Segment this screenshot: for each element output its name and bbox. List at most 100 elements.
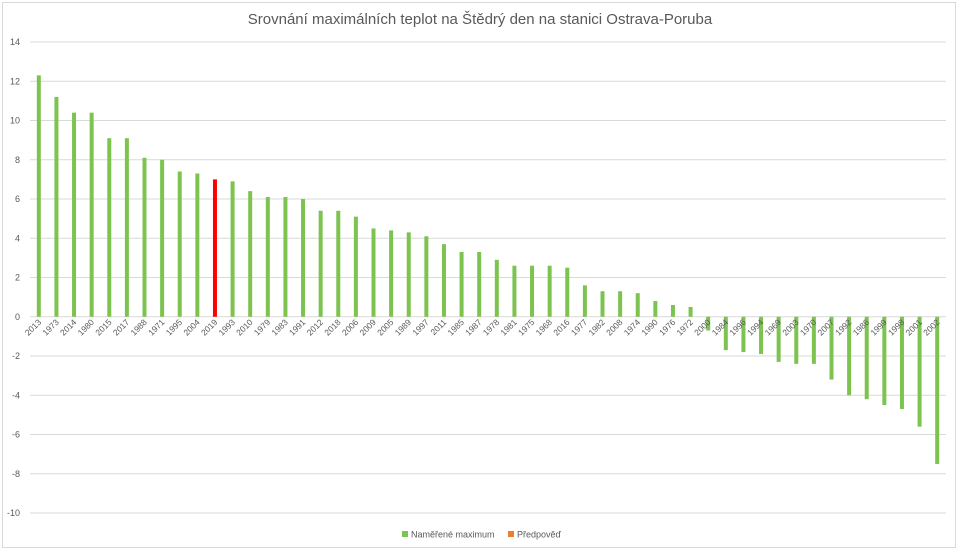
bar-measured bbox=[124, 138, 129, 317]
x-tick-label: 1979 bbox=[252, 317, 273, 338]
legend-swatch-forecast bbox=[508, 531, 514, 537]
bar-measured bbox=[89, 112, 94, 317]
y-tick-label: 12 bbox=[10, 76, 20, 86]
bar-measured bbox=[318, 210, 323, 317]
x-tick-label: 1968 bbox=[534, 317, 555, 338]
x-tick-label: 2012 bbox=[305, 317, 326, 338]
y-tick-label: -4 bbox=[12, 390, 20, 400]
x-tick-label: 2011 bbox=[428, 317, 448, 337]
x-tick-label: 2005 bbox=[375, 317, 396, 338]
x-axis-ticks: 2013197320141980201520171988197119952004… bbox=[23, 317, 942, 338]
x-tick-label: 2004 bbox=[181, 317, 202, 338]
bar-measured bbox=[882, 316, 887, 406]
bar-measured bbox=[776, 316, 781, 362]
bar-measured bbox=[72, 112, 77, 317]
bar-measured bbox=[899, 316, 904, 409]
bar-measured bbox=[811, 316, 816, 364]
y-tick-label: 4 bbox=[15, 233, 20, 243]
bar-measured bbox=[248, 191, 253, 317]
bar-measured bbox=[142, 157, 147, 317]
bar-measured bbox=[512, 265, 517, 317]
bar-measured bbox=[353, 216, 358, 317]
bar-measured bbox=[371, 228, 376, 317]
bar-measured bbox=[723, 316, 728, 351]
bar-measured bbox=[230, 181, 235, 317]
x-tick-label: 2014 bbox=[58, 317, 79, 338]
bar-measured bbox=[582, 285, 587, 317]
bar-measured bbox=[794, 316, 799, 364]
x-tick-label: 1976 bbox=[657, 317, 678, 338]
x-tick-label: 1995 bbox=[164, 317, 185, 338]
x-tick-label: 2016 bbox=[551, 317, 572, 338]
legend-label-measured: Naměřené maximum bbox=[411, 530, 495, 540]
x-tick-label: 1974 bbox=[622, 317, 643, 338]
bar-measured bbox=[54, 96, 59, 317]
y-tick-label: -6 bbox=[12, 430, 20, 440]
legend: Naměřené maximum Předpověď bbox=[402, 530, 562, 540]
bar-measured bbox=[530, 265, 535, 317]
y-tick-label: -10 bbox=[7, 508, 20, 518]
bar-measured bbox=[195, 173, 200, 317]
y-tick-label: 8 bbox=[15, 155, 20, 165]
bars bbox=[36, 75, 940, 464]
x-tick-label: 2010 bbox=[234, 317, 255, 338]
x-tick-label: 1990 bbox=[639, 317, 660, 338]
y-tick-label: 6 bbox=[15, 194, 20, 204]
bar-measured bbox=[759, 316, 764, 355]
bar-measured bbox=[160, 159, 165, 317]
bar-measured bbox=[829, 316, 834, 380]
bar-measured bbox=[688, 306, 693, 317]
chart-title: Srovnání maximálních teplot na Štědrý de… bbox=[248, 11, 713, 28]
bar-measured bbox=[406, 232, 411, 317]
bar-measured bbox=[265, 197, 270, 317]
legend-swatch-measured bbox=[402, 531, 408, 537]
bar-measured bbox=[301, 199, 306, 317]
x-tick-label: 1975 bbox=[516, 317, 537, 338]
bar-measured bbox=[459, 251, 464, 317]
x-tick-label: 2019 bbox=[199, 317, 220, 338]
bar-measured bbox=[441, 244, 446, 317]
bar-measured bbox=[864, 316, 869, 400]
bar-forecast bbox=[212, 179, 217, 317]
bar-measured bbox=[935, 316, 940, 464]
x-tick-label: 1980 bbox=[76, 317, 97, 338]
x-tick-label: 1973 bbox=[40, 317, 61, 338]
bar-measured bbox=[283, 197, 288, 317]
bar-measured bbox=[477, 251, 482, 317]
y-tick-label: 2 bbox=[15, 273, 20, 283]
x-tick-label: 1993 bbox=[217, 317, 238, 338]
bar-measured bbox=[600, 291, 605, 317]
x-tick-label: 2018 bbox=[322, 317, 343, 338]
x-tick-label: 1989 bbox=[393, 317, 414, 338]
y-tick-label: 0 bbox=[15, 312, 20, 322]
x-tick-label: 1983 bbox=[269, 317, 290, 338]
bar-measured bbox=[389, 230, 394, 317]
x-tick-label: 1971 bbox=[146, 317, 167, 338]
y-tick-label: 14 bbox=[10, 37, 20, 47]
bar-measured bbox=[565, 267, 570, 317]
bar-measured bbox=[653, 301, 658, 317]
bar-measured bbox=[36, 75, 41, 317]
x-tick-label: 1991 bbox=[287, 317, 308, 338]
bar-measured bbox=[670, 304, 675, 317]
x-tick-label: 1978 bbox=[481, 317, 502, 338]
bar-measured bbox=[847, 316, 852, 396]
bar-measured bbox=[107, 138, 112, 317]
x-tick-label: 2008 bbox=[604, 317, 625, 338]
y-tick-label: -2 bbox=[12, 351, 20, 361]
bar-measured bbox=[706, 316, 711, 331]
x-tick-label: 1985 bbox=[446, 317, 467, 338]
x-tick-label: 2013 bbox=[23, 317, 44, 338]
x-tick-label: 1972 bbox=[675, 317, 696, 338]
x-tick-label: 1981 bbox=[498, 317, 519, 338]
y-tick-label: 10 bbox=[10, 116, 20, 126]
bar-measured bbox=[618, 291, 623, 317]
x-tick-label: 1977 bbox=[569, 317, 590, 338]
bar-measured bbox=[917, 316, 922, 427]
bar-measured bbox=[424, 236, 429, 317]
x-tick-label: 2015 bbox=[93, 317, 114, 338]
y-tick-label: -8 bbox=[12, 469, 20, 479]
legend-label-forecast: Předpověď bbox=[517, 530, 562, 540]
bar-measured bbox=[494, 259, 499, 317]
